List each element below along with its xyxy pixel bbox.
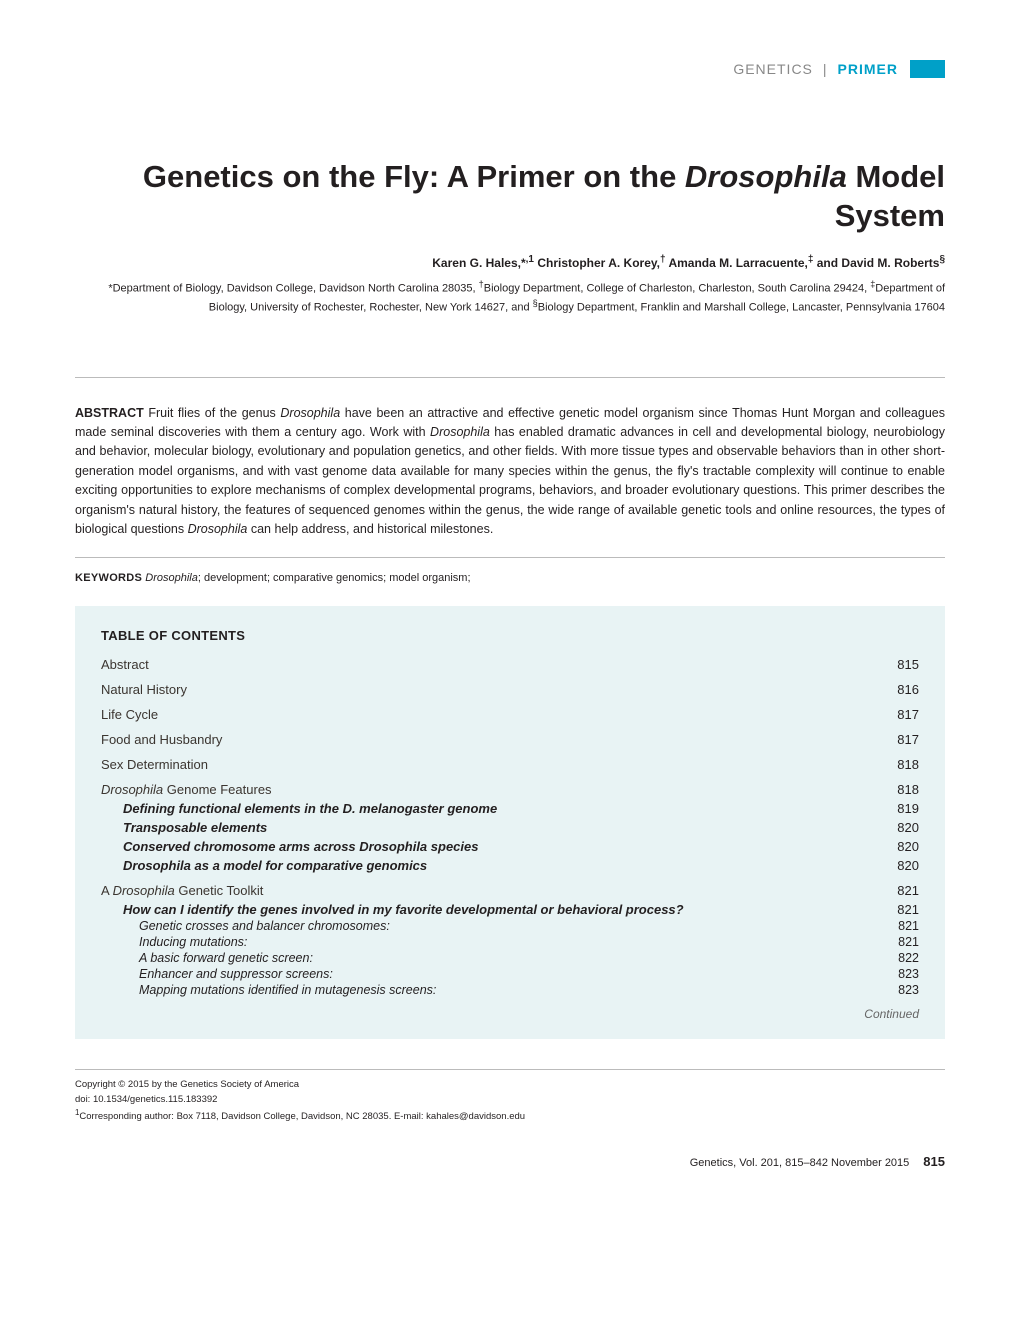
copyright: Copyright © 2015 by the Genetics Society… xyxy=(75,1078,945,1092)
toc-entry: Defining functional elements in the D. m… xyxy=(101,801,919,816)
toc-page: 823 xyxy=(898,983,919,997)
toc-label: Abstract xyxy=(101,657,149,672)
footer: Copyright © 2015 by the Genetics Society… xyxy=(75,1069,945,1124)
toc-entry: Life Cycle 817 xyxy=(101,707,919,722)
toc-entry: Enhancer and suppressor screens: 823 xyxy=(101,967,919,981)
toc-label: Conserved chromosome arms across Drosoph… xyxy=(123,839,478,854)
authors-line: Karen G. Hales,*,1 Christopher A. Korey,… xyxy=(432,256,945,270)
page-number: 815 xyxy=(923,1154,945,1169)
toc-label: Drosophila as a model for comparative ge… xyxy=(123,858,427,873)
toc-label: Enhancer and suppressor screens: xyxy=(139,967,333,981)
title-block: Genetics on the Fly: A Primer on the Dro… xyxy=(75,158,945,236)
toc-page: 821 xyxy=(897,902,919,917)
abstract-section: ABSTRACT Fruit flies of the genus Drosop… xyxy=(75,377,945,559)
journal-name: GENETICS xyxy=(733,61,813,77)
toc-label: A basic forward genetic screen: xyxy=(139,951,313,965)
authors: Karen G. Hales,*,1 Christopher A. Korey,… xyxy=(75,254,945,272)
toc-entry: Sex Determination 818 xyxy=(101,757,919,772)
article-title: Genetics on the Fly: A Primer on the Dro… xyxy=(75,158,945,236)
toc-entry: Abstract 815 xyxy=(101,657,919,672)
toc-entry: Mapping mutations identified in mutagene… xyxy=(101,983,919,997)
toc-entry: How can I identify the genes involved in… xyxy=(101,902,919,917)
toc-entry: Inducing mutations: 821 xyxy=(101,935,919,949)
toc-page: 820 xyxy=(897,820,919,835)
toc-label: Natural History xyxy=(101,682,187,697)
toc-label: Drosophila Genome Features xyxy=(101,782,272,797)
affiliations: *Department of Biology, Davidson College… xyxy=(75,278,945,317)
toc-entries: Abstract 815 Natural History 816 Life Cycle 8… xyxy=(101,657,919,997)
toc-page: 818 xyxy=(897,782,919,797)
corresponding-author: 1Corresponding author: Box 7118, Davidso… xyxy=(75,1107,945,1124)
toc-page: 817 xyxy=(897,707,919,722)
brand-separator: | xyxy=(823,61,828,77)
section-label: PRIMER xyxy=(838,61,898,77)
toc-page: 821 xyxy=(897,883,919,898)
keywords: KEYWORDS Drosophila; development; compar… xyxy=(75,572,945,584)
toc-page: 819 xyxy=(897,801,919,816)
toc-page: 823 xyxy=(898,967,919,981)
toc-label: Life Cycle xyxy=(101,707,158,722)
toc-label: How can I identify the genes involved in… xyxy=(123,902,684,917)
toc-page: 815 xyxy=(897,657,919,672)
toc-entry: Natural History 816 xyxy=(101,682,919,697)
citation: Genetics, Vol. 201, 815–842 November 201… xyxy=(690,1157,910,1169)
toc-entry: Transposable elements 820 xyxy=(101,820,919,835)
toc-entry: A Drosophila Genetic Toolkit 821 xyxy=(101,883,919,898)
doi: doi: 10.1534/genetics.115.183392 xyxy=(75,1093,945,1107)
toc-continued: Continued xyxy=(101,1007,919,1021)
toc-page: 818 xyxy=(897,757,919,772)
abstract-text: ABSTRACT Fruit flies of the genus Drosop… xyxy=(75,404,945,540)
toc-label: Inducing mutations: xyxy=(139,935,247,949)
toc-label: Food and Husbandry xyxy=(101,732,222,747)
toc-label: Transposable elements xyxy=(123,820,267,835)
toc-entry: Drosophila as a model for comparative ge… xyxy=(101,858,919,873)
toc-page: 820 xyxy=(897,839,919,854)
toc-page: 820 xyxy=(897,858,919,873)
toc-page: 821 xyxy=(898,919,919,933)
toc-label: Defining functional elements in the D. m… xyxy=(123,801,497,816)
toc-label: Genetic crosses and balancer chromosomes… xyxy=(139,919,390,933)
toc-entry: Drosophila Genome Features 818 xyxy=(101,782,919,797)
toc-label: A Drosophila Genetic Toolkit xyxy=(101,883,263,898)
toc-page: 821 xyxy=(898,935,919,949)
toc-page: 817 xyxy=(897,732,919,747)
brand-bar: GENETICS | PRIMER xyxy=(75,60,945,78)
page-footer: Genetics, Vol. 201, 815–842 November 201… xyxy=(75,1154,945,1169)
toc-box: TABLE OF CONTENTS Abstract 815 Natural His… xyxy=(75,606,945,1039)
toc-label: Mapping mutations identified in mutagene… xyxy=(139,983,436,997)
toc-entry: Food and Husbandry 817 xyxy=(101,732,919,747)
toc-page: 816 xyxy=(897,682,919,697)
toc-entry: Genetic crosses and balancer chromosomes… xyxy=(101,919,919,933)
toc-label: Sex Determination xyxy=(101,757,208,772)
toc-entry: A basic forward genetic screen: 822 xyxy=(101,951,919,965)
toc-page: 822 xyxy=(898,951,919,965)
toc-heading: TABLE OF CONTENTS xyxy=(101,628,919,643)
brand-color-block xyxy=(910,60,945,78)
toc-entry: Conserved chromosome arms across Drosoph… xyxy=(101,839,919,854)
